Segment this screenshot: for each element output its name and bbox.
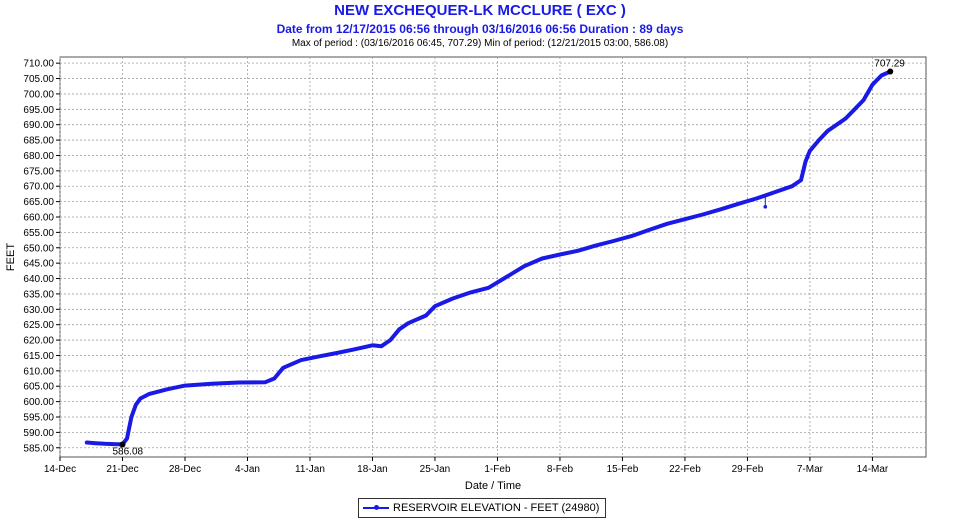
y-tick-label: 590.00	[23, 428, 54, 439]
annotations: 586.08 707.29	[112, 58, 905, 457]
chart-subtitle: Date from 12/17/2015 06:56 through 03/16…	[276, 22, 684, 36]
y-tick-label: 595.00	[23, 413, 54, 424]
x-tick-label: 15-Feb	[607, 464, 639, 475]
y-tick-label: 660.00	[23, 213, 54, 224]
x-tick-label: 11-Jan	[295, 464, 325, 475]
x-tick-label: 4-Jan	[235, 464, 260, 475]
y-tick-label: 695.00	[23, 105, 54, 116]
y-tick-label: 630.00	[23, 305, 54, 316]
x-tick-label: 28-Dec	[169, 464, 201, 475]
x-tick-label: 29-Feb	[732, 464, 764, 475]
legend: RESERVOIR ELEVATION - FEET (24980)	[358, 498, 607, 518]
y-tick-label: 665.00	[23, 197, 54, 208]
y-tick-label: 625.00	[23, 320, 54, 331]
y-tick-label: 705.00	[23, 74, 54, 85]
y-tick-label: 655.00	[23, 228, 54, 239]
x-tick-label: 22-Feb	[669, 464, 701, 475]
legend-label: RESERVOIR ELEVATION - FEET (24980)	[393, 502, 600, 514]
min-label: 586.08	[112, 446, 143, 457]
chart-stats: Max of period : (03/16/2016 06:45, 707.2…	[291, 38, 669, 49]
y-tick-label: 585.00	[23, 443, 54, 454]
x-tick-label: 14-Mar	[857, 464, 889, 475]
axes: 585.00 590.00 595.00 600.00 605.00 610.00 615.…	[23, 59, 889, 475]
x-tick-label: 8-Feb	[547, 464, 574, 475]
min-point	[119, 441, 126, 448]
y-tick-label: 675.00	[23, 166, 54, 177]
y-tick-label: 690.00	[23, 120, 54, 131]
y-tick-label: 640.00	[23, 274, 54, 285]
y-tick-label: 650.00	[23, 243, 54, 254]
x-tick-label: 1-Feb	[484, 464, 511, 475]
y-tick-label: 710.00	[23, 59, 54, 70]
max-label: 707.29	[874, 58, 905, 69]
y-tick-label: 615.00	[23, 351, 54, 362]
chart-title: NEW EXCHEQUER-LK MCCLURE ( EXC )	[334, 2, 626, 19]
x-axis-label: Date / Time	[465, 480, 521, 492]
plot-area	[59, 56, 927, 458]
y-tick-label: 700.00	[23, 89, 54, 100]
y-axis-label: FEET	[5, 243, 17, 271]
y-tick-label: 610.00	[23, 366, 54, 377]
max-point	[887, 68, 894, 75]
spike-point	[763, 205, 768, 209]
y-tick-label: 600.00	[23, 397, 54, 408]
series-line	[84, 69, 893, 447]
y-tick-label: 605.00	[23, 382, 54, 393]
x-tick-label: 25-Jan	[420, 464, 451, 475]
y-tick-label: 680.00	[23, 151, 54, 162]
y-tick-label: 620.00	[23, 336, 54, 347]
x-tick-label: 21-Dec	[106, 464, 138, 475]
y-tick-label: 670.00	[23, 182, 54, 193]
y-tick-label: 645.00	[23, 259, 54, 270]
x-tick-label: 14-Dec	[44, 464, 76, 475]
legend-swatch-icon	[363, 503, 389, 513]
x-tick-label: 18-Jan	[357, 464, 388, 475]
grid	[59, 56, 927, 458]
series-layer	[84, 69, 893, 447]
y-tick-label: 685.00	[23, 136, 54, 147]
x-tick-label: 7-Mar	[797, 464, 824, 475]
y-tick-label: 635.00	[23, 289, 54, 300]
